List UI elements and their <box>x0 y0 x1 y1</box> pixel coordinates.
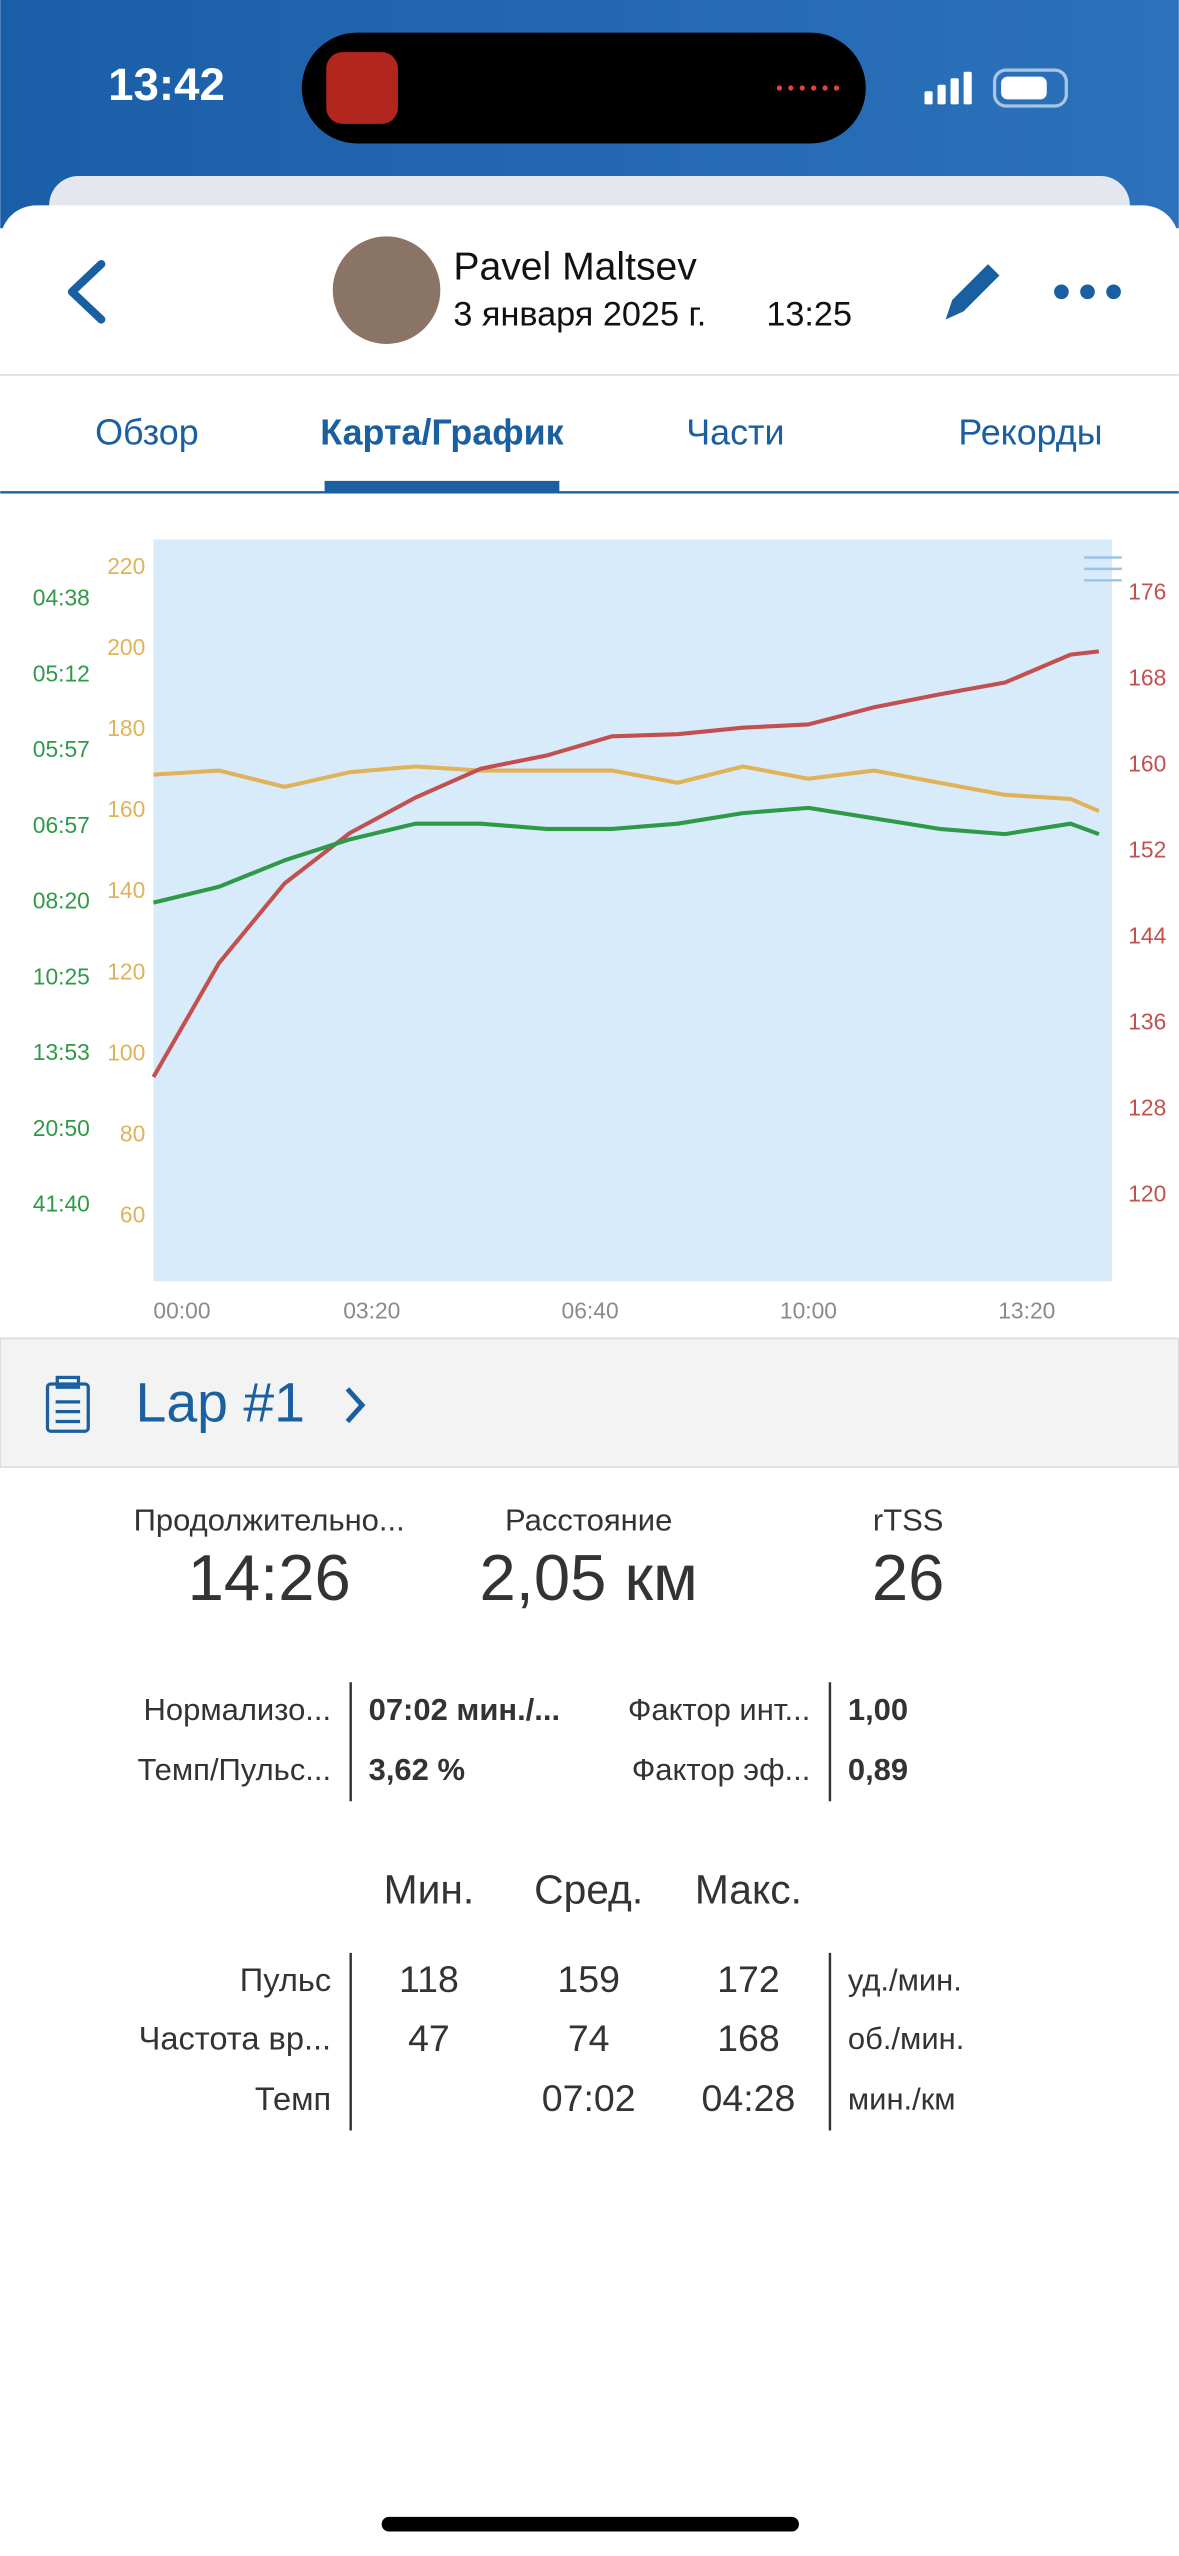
metric-value: 0,89 <box>848 1752 908 1787</box>
stats-value: 168 <box>717 2017 780 2059</box>
y-tick-label: 160 <box>107 796 145 822</box>
summary-value: 14:26 <box>188 1541 351 1614</box>
battery <box>992 68 1068 108</box>
activity-date: 3 января 2025 г. <box>453 295 706 333</box>
y2-tick-label: 144 <box>1128 922 1166 948</box>
y2-tick-label: 160 <box>1128 750 1166 776</box>
y3-tick-label: 06:57 <box>33 812 90 838</box>
series-line <box>153 764 1100 814</box>
stats-value: 172 <box>717 1958 780 2000</box>
summary-label: Расстояние <box>505 1503 672 1538</box>
stats-unit: уд./мин. <box>848 1962 962 1997</box>
back-button[interactable] <box>67 260 106 324</box>
tab[interactable]: Карта/График <box>320 413 563 453</box>
stats-unit: мин./км <box>848 2081 956 2116</box>
lap-title[interactable]: Lap #1 <box>136 1371 305 1433</box>
stats-value: 07:02 <box>542 2077 636 2119</box>
y2-tick-label: 168 <box>1128 664 1166 690</box>
y3-tick-label: 10:25 <box>33 963 90 989</box>
y2-tick-label: 128 <box>1128 1094 1166 1120</box>
summary-label: rTSS <box>873 1503 944 1538</box>
y-tick-label: 200 <box>107 634 145 660</box>
y3-tick-label: 04:38 <box>33 585 90 611</box>
stats-header: Сред. <box>534 1866 643 1912</box>
plot-area <box>153 539 1112 1282</box>
stats-value: 118 <box>399 1958 459 2000</box>
y3-tick-label: 05:57 <box>33 736 90 762</box>
y-tick-label: 80 <box>120 1120 145 1146</box>
y-tick-label: 60 <box>120 1201 145 1227</box>
tab[interactable]: Обзор <box>95 413 199 453</box>
x-tick-label: 10:00 <box>780 1297 837 1323</box>
battery-level <box>1001 76 1047 100</box>
y2-tick-label: 136 <box>1128 1008 1166 1034</box>
summary-value: 2,05 км <box>480 1541 698 1614</box>
tab-indicator <box>324 480 560 493</box>
island-dots <box>776 85 840 91</box>
y-tick-label: 100 <box>107 1039 145 1065</box>
edit-button[interactable] <box>945 264 1000 320</box>
more-button[interactable] <box>1054 284 1121 300</box>
y3-tick-label: 20:50 <box>33 1115 90 1141</box>
y-tick-label: 180 <box>107 715 145 741</box>
metric-label: Фактор эф... <box>632 1752 811 1787</box>
signal <box>924 71 972 105</box>
stats-value: 159 <box>557 1958 620 2000</box>
lap-chevron[interactable] <box>345 1387 366 1424</box>
y3-tick-label: 05:12 <box>33 660 90 686</box>
stats-header: Макс. <box>695 1866 802 1912</box>
y-tick-label: 220 <box>107 553 145 579</box>
stats-label: Частота вр... <box>139 2019 331 2056</box>
avatar[interactable] <box>332 236 441 344</box>
stats-value: 47 <box>408 2017 450 2059</box>
metric-value: 07:02 мин./... <box>369 1692 560 1727</box>
x-tick-label: 00:00 <box>153 1297 210 1323</box>
metric-value: 3,62 % <box>369 1752 465 1787</box>
metric-label: Фактор инт... <box>628 1692 811 1727</box>
y-tick-label: 140 <box>107 877 145 903</box>
tab[interactable]: Рекорды <box>958 413 1102 453</box>
y-tick-label: 120 <box>107 958 145 984</box>
summary-label: Продолжительно... <box>134 1503 405 1538</box>
stats-unit: об./мин. <box>848 2021 964 2056</box>
lap-bar[interactable] <box>0 1337 1179 1468</box>
x-tick-label: 06:40 <box>562 1297 619 1323</box>
user-name: Pavel Maltsev <box>453 245 697 288</box>
y3-tick-label: 13:53 <box>33 1039 90 1065</box>
home-indicator <box>381 2516 799 2532</box>
activity-time: 13:25 <box>766 295 852 333</box>
series-line <box>152 805 1100 905</box>
stats-value: 04:28 <box>702 2077 796 2119</box>
stats-value: 74 <box>568 2017 610 2059</box>
dynamic-island <box>301 32 866 144</box>
status-time: 13:42 <box>108 59 225 110</box>
y3-tick-label: 41:40 <box>33 1191 90 1217</box>
metric-label: Темп/Пульс... <box>137 1752 331 1787</box>
summary-value: 26 <box>872 1541 945 1614</box>
x-tick-label: 13:20 <box>998 1297 1055 1323</box>
x-tick-label: 03:20 <box>343 1297 400 1323</box>
y3-tick-label: 08:20 <box>33 888 90 914</box>
y2-tick-label: 152 <box>1128 836 1166 862</box>
metric-label: Нормализо... <box>144 1692 332 1727</box>
y2-tick-label: 120 <box>1128 1180 1166 1206</box>
stats-header: Мин. <box>384 1866 475 1912</box>
series-line <box>151 649 1100 1079</box>
lap-icon <box>45 1375 90 1433</box>
chart-menu[interactable] <box>1084 556 1122 582</box>
tab[interactable]: Части <box>686 413 784 453</box>
app-icon <box>326 52 398 124</box>
y2-tick-label: 176 <box>1128 578 1166 604</box>
metric-value: 1,00 <box>848 1692 908 1727</box>
stats-label: Пульс <box>240 1961 331 1998</box>
stats-label: Темп <box>255 2080 331 2117</box>
